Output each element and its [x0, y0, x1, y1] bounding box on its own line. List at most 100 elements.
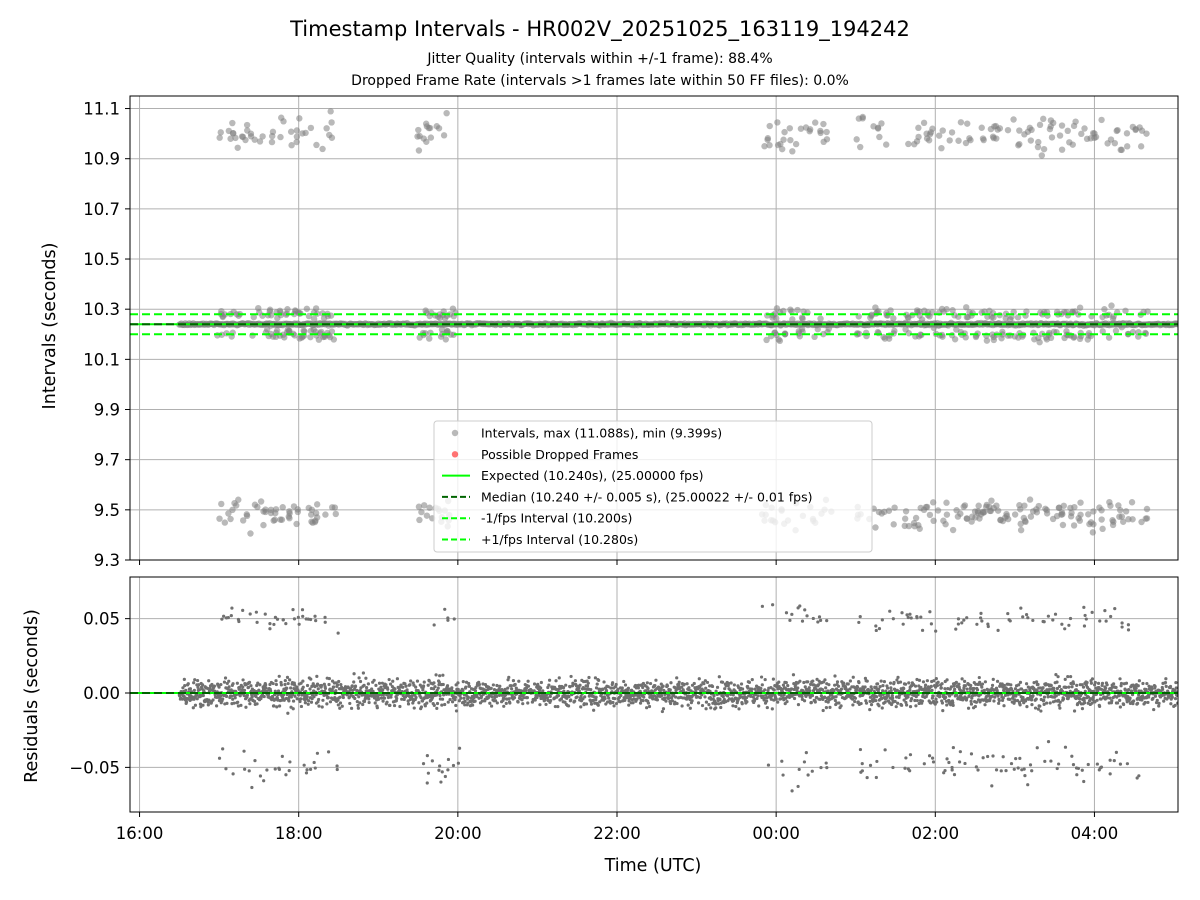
- residual-point: [846, 682, 850, 686]
- interval-point: [1046, 125, 1054, 133]
- residual-point: [930, 756, 935, 760]
- residual-point: [353, 696, 357, 701]
- residual-point: [1014, 757, 1018, 761]
- residual-point: [1063, 745, 1068, 749]
- residual-point: [406, 702, 411, 706]
- residual-point: [680, 685, 684, 689]
- residual-point: [450, 700, 455, 704]
- residual-point: [1047, 687, 1051, 692]
- residual-point: [236, 617, 241, 622]
- residual-point: [803, 685, 807, 689]
- interval-point: [1077, 499, 1084, 506]
- residual-point: [464, 685, 468, 689]
- residual-point: [284, 622, 288, 626]
- residual-point: [774, 697, 778, 701]
- residual-point: [908, 769, 912, 773]
- interval-point: [426, 504, 433, 511]
- residual-point: [874, 624, 878, 628]
- residual-point: [387, 677, 391, 682]
- residual-point: [929, 622, 934, 626]
- residual-point: [690, 699, 694, 703]
- interval-point: [1089, 529, 1097, 536]
- interval-point: [859, 115, 866, 122]
- residual-point: [753, 687, 757, 691]
- residual-point: [568, 685, 572, 689]
- residual-point: [327, 676, 331, 681]
- residual-point: [566, 704, 571, 708]
- residual-point: [653, 684, 657, 688]
- residual-point: [1008, 697, 1012, 701]
- bottom-frame: [129, 576, 1179, 813]
- interval-point: [284, 306, 291, 313]
- residual-point: [806, 773, 810, 777]
- residual-point: [319, 683, 324, 688]
- residual-point: [364, 676, 368, 680]
- y-tick-label: 10.3: [83, 300, 120, 319]
- residual-point: [332, 685, 336, 689]
- interval-point: [901, 522, 908, 530]
- interval-point: [963, 304, 970, 311]
- interval-point: [1111, 139, 1118, 147]
- residual-point: [192, 688, 196, 692]
- residual-point: [507, 675, 511, 679]
- residual-point: [425, 754, 429, 758]
- residual-point: [579, 694, 583, 698]
- residual-point: [403, 682, 407, 686]
- residual-point: [1055, 680, 1059, 684]
- residual-point: [409, 679, 413, 683]
- residual-point: [765, 705, 769, 710]
- residual-point: [888, 609, 892, 613]
- residual-point: [194, 693, 199, 697]
- interval-point: [955, 137, 962, 144]
- residual-point: [951, 701, 955, 705]
- residual-point: [436, 686, 440, 690]
- residual-point: [991, 754, 995, 758]
- residual-point: [1075, 773, 1079, 777]
- interval-point: [1120, 518, 1127, 525]
- residual-point: [471, 703, 475, 707]
- residual-point: [262, 694, 266, 699]
- residual-point: [516, 700, 520, 704]
- residual-point: [443, 774, 447, 779]
- residual-point: [925, 679, 929, 683]
- residual-point: [192, 681, 196, 685]
- residual-point: [269, 689, 273, 693]
- interval-point: [780, 136, 787, 143]
- residual-point: [874, 775, 878, 780]
- residual-point: [839, 687, 844, 691]
- legend-label: Expected (10.240s), (25.00000 fps): [481, 468, 703, 483]
- residual-point: [437, 768, 441, 772]
- residual-point: [824, 686, 828, 690]
- residual-point: [602, 680, 606, 684]
- interval-point: [825, 325, 833, 332]
- residual-point: [308, 687, 312, 691]
- residual-point: [384, 683, 388, 687]
- interval-point: [1059, 521, 1067, 529]
- residual-point: [557, 676, 561, 680]
- interval-point: [987, 507, 995, 515]
- residual-point: [297, 622, 301, 626]
- interval-point: [1014, 314, 1022, 321]
- residual-point: [963, 761, 967, 766]
- residual-point: [1026, 616, 1030, 620]
- residual-point: [415, 679, 420, 683]
- residual-point: [909, 616, 913, 620]
- residual-point: [592, 708, 596, 712]
- residual-point: [903, 766, 907, 770]
- residual-point: [217, 756, 222, 760]
- residual-point: [361, 671, 365, 675]
- residual-point: [908, 688, 912, 692]
- residual-point: [427, 679, 431, 683]
- residual-point: [825, 619, 829, 623]
- residual-point: [1002, 704, 1006, 708]
- residual-point: [432, 623, 436, 627]
- residual-point: [721, 695, 725, 699]
- residual-point: [1147, 684, 1151, 688]
- residual-point: [771, 677, 776, 681]
- residual-point: [745, 700, 749, 704]
- residual-point: [1061, 697, 1066, 701]
- residual-point: [1093, 680, 1097, 685]
- residual-point: [495, 694, 499, 698]
- residual-point: [685, 682, 689, 686]
- residual-point: [986, 624, 990, 629]
